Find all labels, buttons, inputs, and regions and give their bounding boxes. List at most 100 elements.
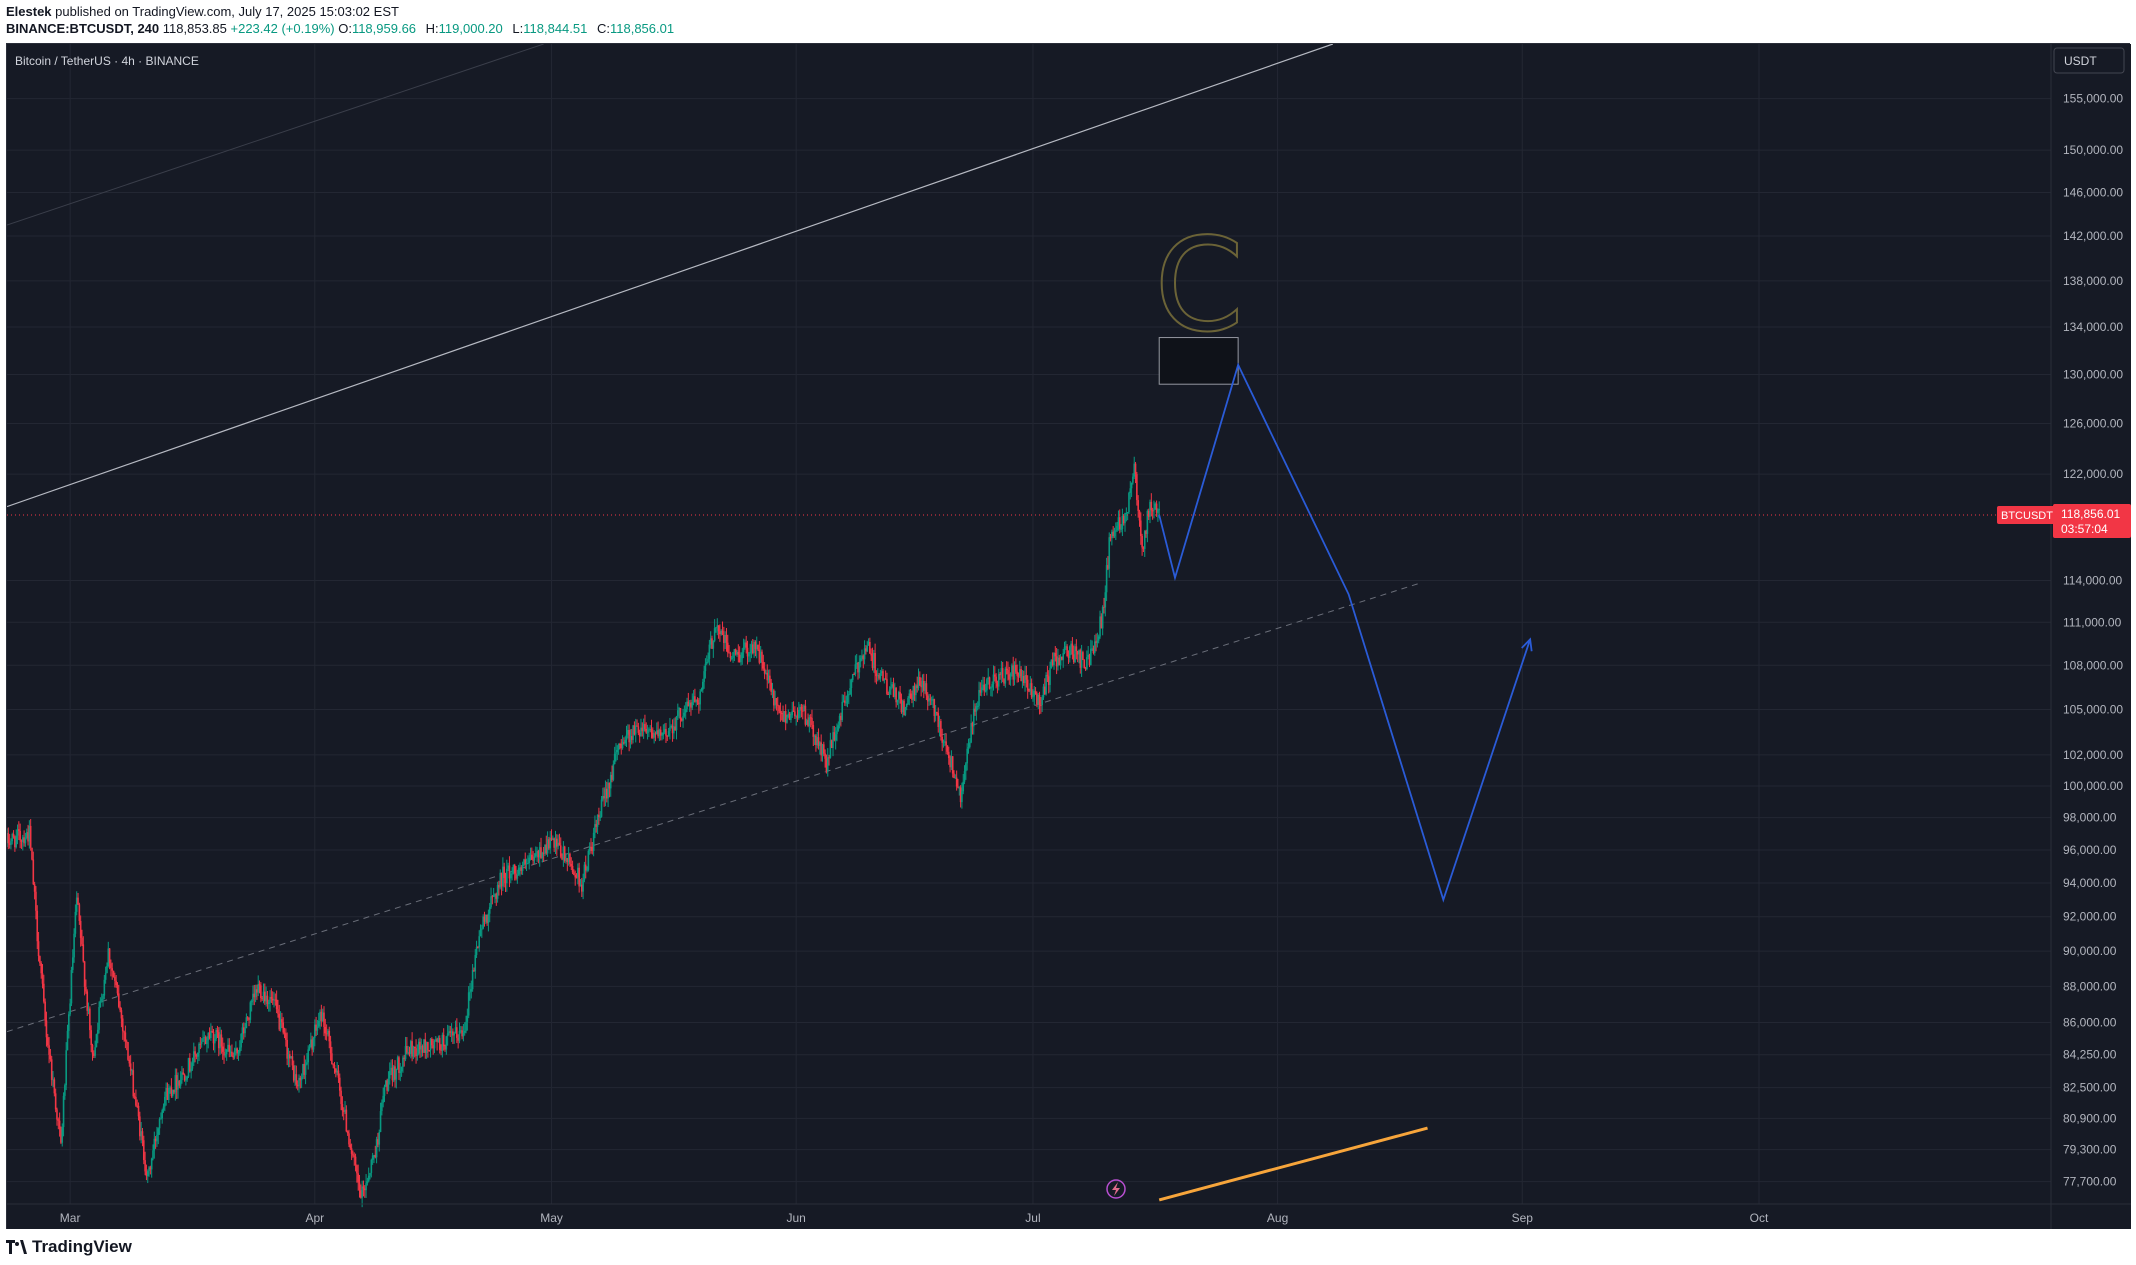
candle-body	[904, 707, 907, 716]
candle-body	[488, 907, 491, 914]
candle-body	[1066, 646, 1068, 657]
author-name[interactable]: Elestek	[6, 4, 52, 19]
candle-body	[879, 673, 882, 679]
candle-body	[516, 874, 519, 879]
candle-body	[936, 711, 938, 714]
price-tick-label: 86,000.00	[2063, 1015, 2117, 1029]
candle-body	[77, 897, 79, 905]
channel-line-upper[interactable]	[7, 44, 1334, 508]
candle-body	[491, 896, 494, 898]
candle-body	[277, 1009, 279, 1014]
candle-body	[549, 837, 552, 849]
candle-body	[440, 1049, 442, 1051]
candle-body	[394, 1066, 396, 1080]
candle-body	[519, 867, 521, 869]
candle-body	[1130, 482, 1133, 489]
candle-body	[984, 690, 987, 692]
chart-panel[interactable]: C 155,000.00 150,000.00 146,000.00 142,000.…	[6, 43, 2131, 1230]
candle-body	[338, 1077, 341, 1091]
candle-body	[228, 1044, 231, 1052]
candle-body	[344, 1109, 346, 1112]
trend-line-orange[interactable]	[1158, 1126, 1428, 1202]
candle-body	[1132, 476, 1134, 483]
candle-body	[469, 991, 471, 993]
candle-body	[100, 999, 103, 1001]
candle-body	[1088, 654, 1091, 665]
currency-button[interactable]: USDT	[2053, 47, 2125, 74]
time-axis[interactable]: Mar Apr May Jun Jul Aug Sep Oct	[60, 1211, 1769, 1225]
tradingview-logo[interactable]: TradingView	[6, 1237, 132, 1257]
price-axis[interactable]: 155,000.00 150,000.00 146,000.00 142,000.00…	[2063, 92, 2123, 1189]
wave-path[interactable]	[1158, 362, 1531, 903]
candle-body	[264, 991, 266, 1002]
candle-body	[616, 749, 619, 753]
candle-body	[202, 1038, 204, 1042]
candle-body	[542, 852, 545, 854]
candle-body	[1141, 535, 1143, 548]
candle-body	[281, 1019, 283, 1023]
candle-body	[991, 684, 993, 688]
candle-body	[523, 859, 525, 866]
candle-body	[200, 1041, 203, 1044]
drawing-layer[interactable]: C	[7, 44, 1428, 1202]
candle-body	[921, 680, 924, 688]
candle-body	[765, 672, 767, 674]
flash-icon[interactable]	[1106, 1179, 1126, 1199]
candle-body	[708, 644, 711, 659]
candle-body	[346, 1131, 349, 1134]
candle-body	[901, 700, 904, 713]
candle-body	[775, 698, 778, 705]
channel-line-faint[interactable]	[7, 44, 544, 226]
price-chart[interactable]: C 155,000.00 150,000.00 146,000.00 142,000.…	[7, 44, 2131, 1230]
candle-body	[533, 856, 536, 861]
candle-body	[1096, 640, 1099, 643]
candle-body	[373, 1155, 375, 1157]
candle-body	[429, 1038, 432, 1051]
candle-body	[118, 993, 120, 1007]
candle-body	[536, 851, 538, 854]
candle-body	[580, 884, 583, 892]
wave-label-c[interactable]: C	[1154, 211, 1245, 362]
candle-body	[1026, 679, 1029, 691]
currency-button-frame[interactable]	[2053, 47, 2125, 74]
candle-body	[383, 1086, 386, 1096]
candle-body	[408, 1052, 411, 1054]
candle-body	[20, 840, 23, 842]
currency-label[interactable]: USDT	[2064, 54, 2097, 68]
candle-body	[671, 725, 674, 734]
candle-body	[333, 1064, 336, 1069]
candle-body	[595, 824, 598, 827]
candle-body	[642, 723, 645, 732]
candle-body	[1005, 668, 1008, 671]
candle-body	[649, 729, 651, 731]
candle-body	[813, 735, 816, 737]
candle-body	[307, 1049, 310, 1063]
candle-body	[25, 832, 28, 839]
wave-projection[interactable]	[1158, 362, 1533, 903]
candle-body	[674, 726, 676, 731]
candle-body	[332, 1064, 334, 1066]
time-tick-label: Aug	[1267, 1211, 1288, 1225]
price-tick-label: 150,000.00	[2063, 143, 2123, 157]
candle-body	[98, 1007, 100, 1030]
candle-body	[983, 684, 986, 692]
candle-body	[199, 1043, 202, 1045]
candle-body	[171, 1089, 174, 1097]
candle-body	[179, 1080, 182, 1086]
target-box[interactable]	[1158, 337, 1239, 385]
candle-body	[1113, 530, 1116, 537]
candle-body	[625, 734, 628, 741]
candle-body	[957, 786, 959, 788]
candle-body	[907, 697, 909, 705]
candle-body	[695, 699, 698, 702]
candle-body	[675, 716, 678, 731]
candle-body	[658, 729, 661, 737]
candle-body	[53, 1079, 56, 1094]
candle-body	[267, 1002, 270, 1005]
channel-line-lower[interactable]	[7, 582, 1420, 1033]
candle-body	[432, 1045, 434, 1049]
candle-body	[54, 1093, 57, 1110]
candle-body	[62, 1095, 65, 1128]
candle-body	[459, 1030, 462, 1032]
candle-body	[1137, 500, 1139, 511]
